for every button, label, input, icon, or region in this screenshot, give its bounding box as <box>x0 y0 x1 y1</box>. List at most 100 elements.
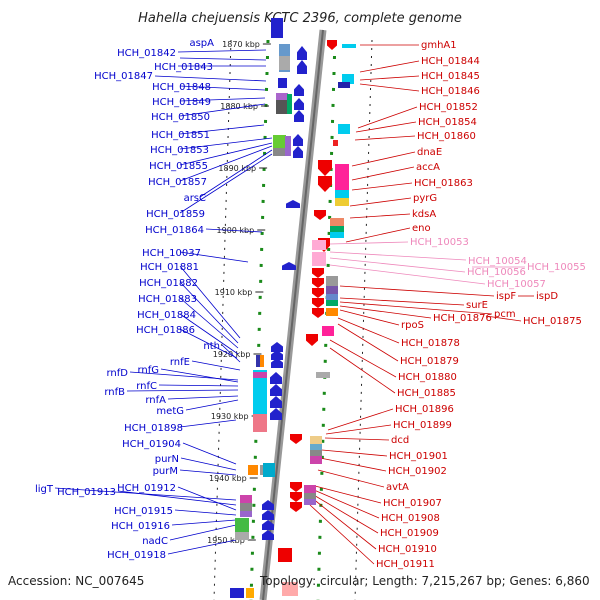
gene-block[interactable] <box>282 582 298 596</box>
forward-gene-arrow[interactable] <box>262 510 274 520</box>
gene-label-dcd[interactable]: dcd <box>391 435 409 446</box>
gene-label-eno[interactable]: eno <box>412 223 431 234</box>
gene-block[interactable] <box>326 286 338 294</box>
gene-label-ispF[interactable]: ispF <box>496 291 516 302</box>
reverse-gene-arrow[interactable] <box>327 40 337 50</box>
gene-label-HCH_01842[interactable]: HCH_01842 <box>117 48 176 59</box>
reverse-gene-arrow[interactable] <box>314 210 326 220</box>
forward-gene-arrow[interactable] <box>286 200 300 208</box>
forward-gene-arrow[interactable] <box>294 98 304 110</box>
reverse-gene-arrow[interactable] <box>290 482 302 492</box>
forward-gene-arrow[interactable] <box>270 396 282 408</box>
gene-label-HCH_01915[interactable]: HCH_01915 <box>114 506 173 517</box>
gene-label-HCH_01909[interactable]: HCH_01909 <box>380 528 439 539</box>
gene-block[interactable] <box>278 548 292 562</box>
gene-label-HCH_01878[interactable]: HCH_01878 <box>401 338 460 349</box>
gene-label-accA[interactable]: accA <box>416 162 440 173</box>
gene-block[interactable] <box>330 218 344 226</box>
gene-block[interactable] <box>310 444 322 450</box>
gene-label-HCH_01849[interactable]: HCH_01849 <box>152 97 211 108</box>
gene-block[interactable] <box>310 436 322 444</box>
forward-gene-arrow[interactable] <box>271 350 283 360</box>
gene-block[interactable] <box>287 94 292 114</box>
gene-label-rnfA[interactable]: rnfA <box>145 395 166 406</box>
forward-gene-arrow[interactable] <box>262 530 274 540</box>
gene-label-HCH_01845[interactable]: HCH_01845 <box>421 71 480 82</box>
reverse-gene-arrow[interactable] <box>312 288 324 298</box>
gene-label-rnfE[interactable]: rnfE <box>170 357 190 368</box>
gene-block[interactable] <box>273 148 286 156</box>
gene-label-HCH_01881[interactable]: HCH_01881 <box>140 262 199 273</box>
gene-label-HCH_10037[interactable]: HCH_10037 <box>142 248 201 259</box>
gene-label-HCH_01899[interactable]: HCH_01899 <box>393 420 452 431</box>
gene-label-rpoS[interactable]: rpoS <box>401 320 424 331</box>
gene-label-dnaE[interactable]: dnaE <box>417 147 442 158</box>
gene-label-HCH_01851[interactable]: HCH_01851 <box>151 130 210 141</box>
gene-label-purM[interactable]: purM <box>153 466 178 477</box>
gene-label-ispD[interactable]: ispD <box>536 291 558 302</box>
gene-label-HCH_10057[interactable]: HCH_10057 <box>487 279 546 290</box>
forward-gene-arrow[interactable] <box>270 408 282 420</box>
reverse-gene-arrow[interactable] <box>290 492 302 502</box>
gene-label-ligT[interactable]: ligT <box>35 484 54 495</box>
gene-block[interactable] <box>304 499 316 505</box>
reverse-gene-arrow[interactable] <box>318 176 332 192</box>
gene-label-rnfB[interactable]: rnfB <box>104 387 125 398</box>
reverse-gene-arrow[interactable] <box>312 278 324 288</box>
gene-label-HCH_01853[interactable]: HCH_01853 <box>150 145 209 156</box>
gene-label-HCH_01855[interactable]: HCH_01855 <box>149 161 208 172</box>
reverse-gene-arrow[interactable] <box>312 268 324 278</box>
gene-block[interactable] <box>278 78 287 88</box>
gene-block[interactable] <box>312 252 326 266</box>
gene-label-pcm[interactable]: pcm <box>494 309 516 320</box>
gene-block[interactable] <box>335 164 349 190</box>
gene-label-HCH_01876[interactable]: HCH_01876 <box>433 313 492 324</box>
gene-block[interactable] <box>279 56 290 70</box>
gene-label-HCH_01907[interactable]: HCH_01907 <box>383 498 442 509</box>
gene-label-HCH_01886[interactable]: HCH_01886 <box>136 325 195 336</box>
gene-block[interactable] <box>338 124 350 134</box>
gene-block[interactable] <box>271 18 283 38</box>
forward-gene-arrow[interactable] <box>293 146 303 158</box>
gene-label-HCH_01859[interactable]: HCH_01859 <box>146 209 205 220</box>
reverse-gene-arrow[interactable] <box>312 308 324 318</box>
gene-label-HCH_01883[interactable]: HCH_01883 <box>138 294 197 305</box>
gene-block[interactable] <box>253 372 267 378</box>
gene-label-avtA[interactable]: avtA <box>386 482 409 493</box>
gene-label-rnfC[interactable]: rnfC <box>136 381 157 392</box>
forward-gene-arrow[interactable] <box>262 520 274 530</box>
gene-label-HCH_01898[interactable]: HCH_01898 <box>124 423 183 434</box>
forward-gene-arrow[interactable] <box>270 384 282 396</box>
gene-block[interactable] <box>235 518 249 532</box>
gene-label-HCH_10053[interactable]: HCH_10053 <box>410 237 469 248</box>
gene-block[interactable] <box>330 226 344 232</box>
gene-label-HCH_01864[interactable]: HCH_01864 <box>145 225 204 236</box>
reverse-gene-arrow[interactable] <box>318 160 332 176</box>
gene-label-surE[interactable]: surE <box>466 300 488 311</box>
gene-label-arsC[interactable]: arsC <box>184 193 206 204</box>
forward-gene-arrow[interactable] <box>270 372 282 384</box>
forward-gene-arrow[interactable] <box>294 84 304 96</box>
forward-gene-arrow[interactable] <box>297 46 307 60</box>
gene-label-kdsA[interactable]: kdsA <box>412 209 436 220</box>
gene-block[interactable] <box>253 414 267 432</box>
reverse-gene-arrow[interactable] <box>312 298 324 308</box>
gene-block[interactable] <box>342 44 356 48</box>
gene-block[interactable] <box>240 503 252 511</box>
gene-label-HCH_01857[interactable]: HCH_01857 <box>148 177 207 188</box>
reverse-gene-arrow[interactable] <box>306 334 318 346</box>
gene-block[interactable] <box>333 140 338 146</box>
gene-block[interactable] <box>246 588 254 598</box>
gene-block[interactable] <box>335 198 349 206</box>
gene-label-HCH_01885[interactable]: HCH_01885 <box>397 388 456 399</box>
forward-gene-arrow[interactable] <box>293 134 303 146</box>
gene-block[interactable] <box>326 300 338 306</box>
gene-block[interactable] <box>322 326 334 336</box>
gene-block[interactable] <box>276 100 288 114</box>
forward-gene-arrow[interactable] <box>271 358 283 368</box>
gene-block[interactable] <box>338 82 350 88</box>
gene-block[interactable] <box>253 370 267 414</box>
gene-block[interactable] <box>240 495 252 503</box>
gene-label-HCH_01901[interactable]: HCH_01901 <box>389 451 448 462</box>
gene-label-nadC[interactable]: nadC <box>142 536 168 547</box>
